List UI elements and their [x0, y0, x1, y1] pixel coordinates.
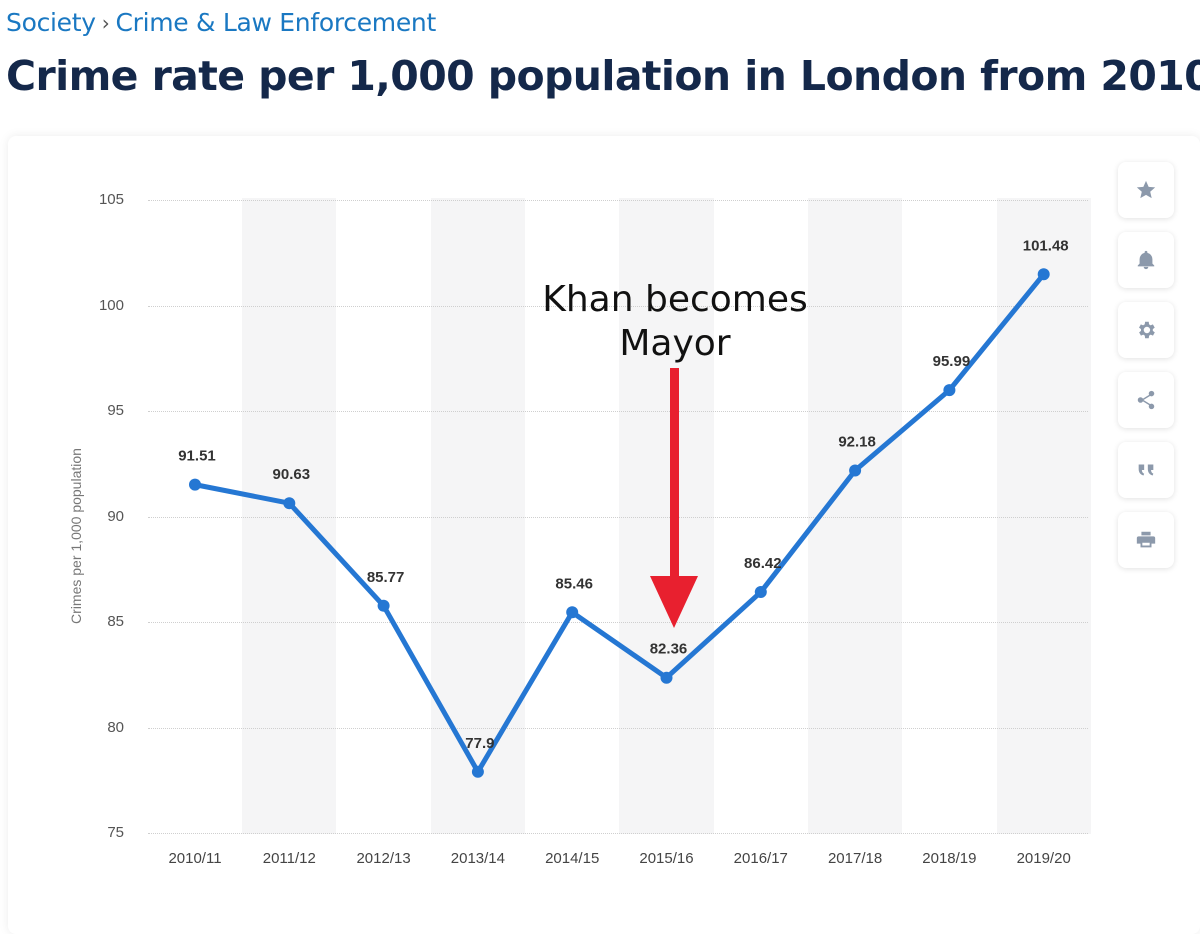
data-label: 92.18: [838, 434, 876, 451]
star-icon: [1136, 180, 1156, 199]
data-point[interactable]: [660, 671, 673, 684]
data-point[interactable]: [566, 606, 579, 619]
data-point[interactable]: [754, 586, 767, 599]
notification-button[interactable]: [1118, 232, 1174, 288]
chart-plot: 91.51 90.63 85.77 77.9 85.46 82.36 86.42 92.18 9…: [178, 237, 1069, 778]
bell-icon: [1137, 250, 1155, 270]
series-line: [194, 272, 1046, 775]
settings-button[interactable]: [1118, 302, 1174, 358]
y-tick-label: 100: [98, 296, 124, 314]
data-label: 86.42: [744, 555, 782, 572]
x-tick-label: 2013/14: [450, 850, 505, 867]
y-tick-label: 90: [107, 507, 124, 525]
y-tick-label: 75: [107, 824, 124, 841]
y-tick-label: 105: [98, 191, 124, 208]
y-tick-label: 80: [107, 718, 124, 736]
annotation-arrow-shaft: [670, 368, 679, 578]
x-tick-label: 2015/16: [639, 850, 694, 867]
gridline: [148, 200, 1088, 201]
data-label: 90.63: [273, 466, 311, 483]
data-label: 95.99: [933, 353, 971, 370]
gridline: [148, 622, 1088, 623]
x-tick-label: 2016/17: [733, 850, 788, 867]
data-label: 101.48: [1023, 237, 1069, 254]
data-label: 82.36: [650, 641, 688, 658]
x-tick-label: 2011/12: [262, 850, 316, 867]
x-tick-label: 2012/13: [356, 850, 411, 867]
cite-button[interactable]: [1118, 442, 1174, 498]
data-point[interactable]: [189, 478, 201, 491]
x-tick-label: 2018/19: [922, 850, 977, 867]
quote-icon: [1138, 464, 1154, 476]
breadcrumb-link-society[interactable]: Society: [6, 8, 96, 37]
share-icon: [1137, 390, 1155, 410]
breadcrumb: Society › Crime & Law Enforcement: [6, 8, 436, 37]
favorite-button[interactable]: [1118, 162, 1174, 218]
print-button[interactable]: [1118, 512, 1174, 568]
data-label: 85.46: [555, 575, 593, 592]
x-tick-label: 2019/20: [1016, 850, 1071, 867]
gridline: [148, 305, 1088, 307]
data-label: 91.51: [178, 448, 216, 465]
gridline: [148, 516, 1088, 518]
annotation-line-2: Mayor: [619, 323, 731, 364]
print-icon: [1136, 531, 1156, 548]
breadcrumb-separator: ›: [101, 10, 110, 35]
y-tick-label: 95: [107, 402, 124, 419]
data-point[interactable]: [377, 599, 390, 612]
data-point[interactable]: [1037, 268, 1050, 281]
x-tick-label: 2010/11: [168, 850, 222, 867]
annotation-text: Khan becomes Mayor: [530, 278, 820, 366]
share-button[interactable]: [1118, 372, 1174, 428]
gridline: [148, 833, 1088, 834]
chart-toolbar: [1118, 162, 1176, 568]
gridline: [148, 411, 1088, 412]
annotation-arrow: [650, 368, 698, 628]
gridline: [148, 727, 1088, 729]
breadcrumb-link-crime[interactable]: Crime & Law Enforcement: [115, 8, 436, 37]
chart-card: 105 100 95 90 85 80 75 Crimes per 1,000 popula…: [8, 136, 1200, 934]
data-label: 77.9: [465, 735, 494, 752]
data-point[interactable]: [943, 384, 956, 397]
x-tick-label: 2017/18: [827, 850, 883, 867]
gear-icon: [1139, 321, 1155, 339]
data-label: 85.77: [367, 569, 405, 586]
annotation-line-1: Khan becomes: [542, 279, 808, 320]
x-tick-label: 2014/15: [545, 850, 600, 867]
data-point[interactable]: [283, 497, 296, 510]
data-point[interactable]: [471, 765, 484, 778]
data-point[interactable]: [849, 464, 862, 477]
y-tick-label: 85: [107, 613, 124, 630]
page-title: Crime rate per 1,000 population in Londo…: [6, 52, 1200, 100]
annotation-arrow-head: [650, 576, 698, 628]
